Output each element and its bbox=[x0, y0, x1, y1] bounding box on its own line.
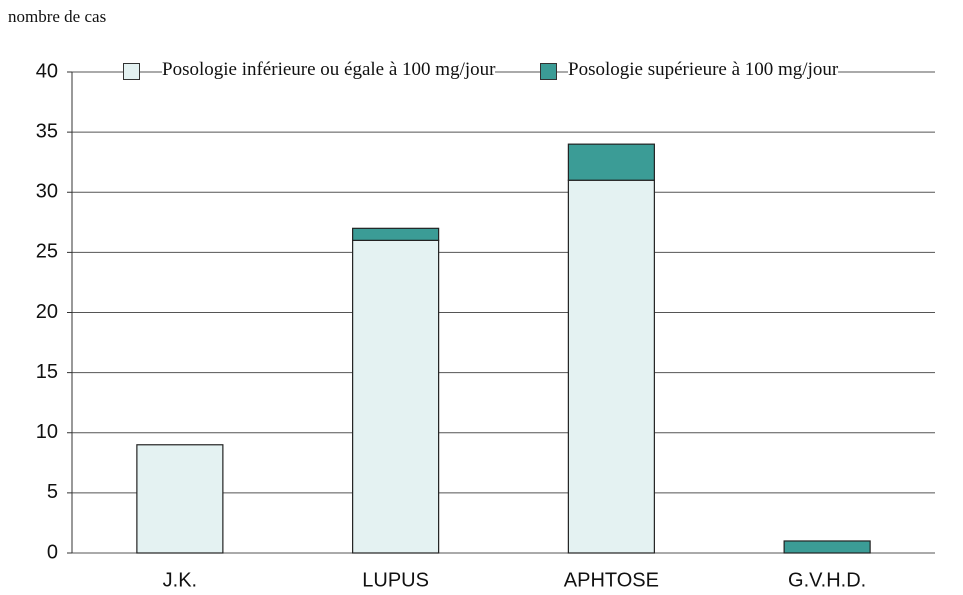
x-tick-label: APHTOSE bbox=[564, 569, 659, 591]
bar-segment bbox=[567, 179, 655, 554]
bar-segment bbox=[783, 540, 871, 554]
y-tick-label: 35 bbox=[36, 120, 58, 142]
legend-swatch bbox=[123, 63, 140, 80]
y-tick-label: 5 bbox=[47, 481, 58, 503]
legend-swatch bbox=[540, 63, 557, 80]
bar-segment bbox=[136, 444, 224, 554]
x-tick-label: LUPUS bbox=[362, 569, 429, 591]
bar-segment bbox=[567, 143, 655, 181]
legend-label: Posologie inférieure ou égale à 100 mg/j… bbox=[162, 56, 496, 83]
y-tick-label: 30 bbox=[36, 181, 58, 203]
bar-segment bbox=[352, 239, 440, 554]
y-tick-label: 25 bbox=[36, 241, 58, 263]
x-tick-label: J.K. bbox=[163, 569, 197, 591]
legend-label: Posologie supérieure à 100 mg/jour bbox=[568, 56, 839, 83]
y-tick-label: 10 bbox=[36, 421, 58, 443]
y-tick-label: 20 bbox=[36, 301, 58, 323]
x-tick-label: G.V.H.D. bbox=[788, 569, 866, 591]
bar-segment bbox=[352, 227, 440, 241]
y-tick-label: 40 bbox=[36, 60, 58, 82]
y-tick-label: 15 bbox=[36, 361, 58, 383]
y-axis-label: nombre de cas bbox=[8, 7, 106, 26]
y-tick-label: 0 bbox=[47, 541, 58, 563]
